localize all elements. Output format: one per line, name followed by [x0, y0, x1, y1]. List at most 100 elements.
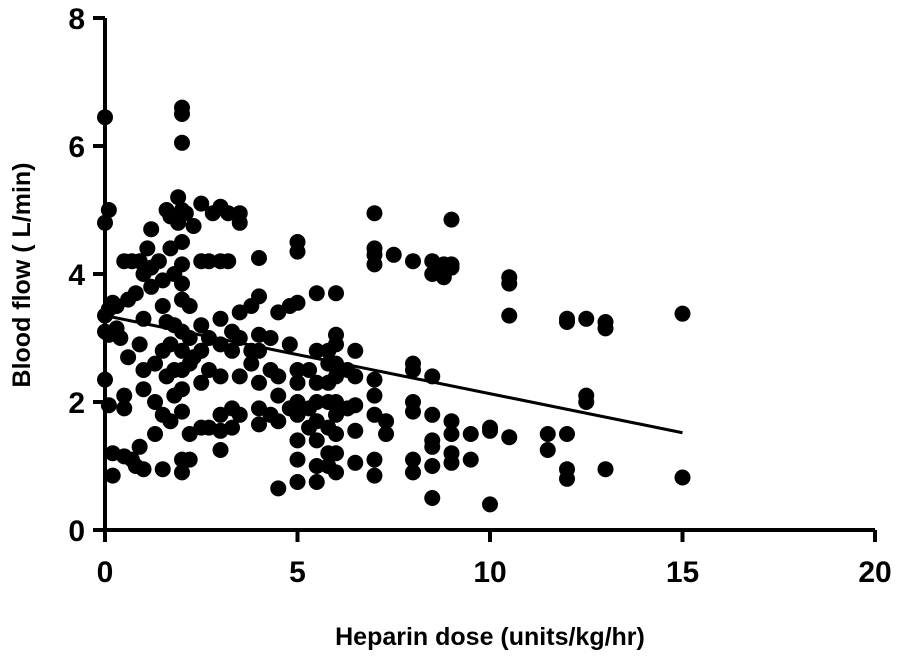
data-point — [501, 429, 518, 446]
data-point — [385, 246, 402, 263]
data-point — [597, 320, 614, 337]
data-point — [559, 470, 575, 487]
data-point — [177, 205, 194, 222]
data-point — [301, 362, 318, 378]
data-point — [289, 362, 306, 378]
data-point — [366, 451, 383, 468]
data-point — [482, 496, 498, 513]
data-point — [405, 464, 421, 481]
data-point — [405, 403, 421, 420]
trend-line — [104, 314, 683, 435]
y-axis-title: Blood flow ( L/min) — [8, 163, 36, 388]
data-point — [539, 426, 556, 442]
data-point — [170, 189, 187, 206]
data-point — [308, 342, 325, 359]
data-point — [366, 205, 383, 222]
data-point — [174, 234, 190, 250]
data-point — [174, 256, 190, 273]
data-point — [174, 464, 190, 481]
data-point — [308, 458, 325, 474]
data-point — [131, 438, 148, 455]
data-point — [181, 298, 198, 314]
data-point — [366, 387, 383, 404]
x-axis-title: Heparin dose (units/kg/hr) — [335, 623, 645, 651]
data-point — [147, 394, 164, 410]
data-point — [308, 374, 325, 391]
data-point — [539, 442, 556, 458]
data-point — [135, 381, 152, 398]
data-point — [308, 432, 325, 449]
data-point — [251, 288, 267, 305]
data-point — [174, 106, 190, 122]
data-point — [674, 305, 691, 322]
data-point — [366, 371, 383, 388]
data-point — [116, 387, 133, 404]
data-point — [578, 310, 595, 327]
data-point — [120, 349, 137, 366]
data-point — [243, 355, 260, 372]
data-point — [347, 454, 364, 471]
data-point — [347, 397, 364, 414]
data-point — [135, 461, 152, 478]
data-point — [289, 474, 306, 490]
data-point — [147, 355, 164, 372]
data-point — [270, 413, 287, 430]
data-point — [193, 342, 210, 359]
data-point — [328, 285, 344, 302]
data-point — [328, 464, 344, 481]
data-point — [378, 426, 395, 442]
data-point — [262, 330, 279, 346]
data-point — [366, 256, 383, 273]
data-point — [328, 426, 344, 442]
data-point — [289, 432, 306, 449]
data-point — [185, 218, 202, 234]
data-point — [224, 419, 241, 436]
data-point — [212, 442, 229, 458]
data-point — [143, 221, 160, 238]
data-point — [212, 310, 229, 327]
x-tick-label: 20 — [858, 556, 891, 589]
data-point — [366, 467, 383, 484]
data-point — [462, 426, 479, 442]
data-point — [289, 294, 306, 311]
y-tick-label: 2 — [68, 387, 85, 420]
y-axis-ticks: 0 2 4 6 8 — [68, 3, 105, 548]
data-point — [116, 400, 133, 417]
data-point — [251, 374, 267, 391]
data-point — [147, 426, 164, 442]
data-point — [193, 374, 210, 391]
data-point — [308, 474, 325, 490]
data-point — [212, 368, 229, 385]
data-point — [443, 454, 460, 471]
data-point — [281, 336, 298, 353]
data-point — [462, 451, 479, 468]
data-point — [270, 387, 287, 404]
data-point — [270, 480, 287, 497]
data-point — [231, 214, 248, 231]
data-point — [443, 259, 460, 276]
data-point — [308, 394, 325, 410]
data-point — [139, 240, 156, 257]
y-tick-label: 0 — [68, 515, 85, 548]
data-point — [443, 211, 460, 228]
data-point — [154, 461, 171, 478]
data-point — [501, 307, 518, 324]
data-point — [674, 469, 691, 486]
data-point — [220, 205, 237, 222]
x-tick-label: 5 — [289, 556, 306, 589]
x-tick-label: 15 — [666, 556, 699, 589]
data-point — [405, 362, 421, 378]
data-point — [112, 330, 129, 346]
y-tick-label: 6 — [68, 131, 85, 164]
data-point — [251, 250, 267, 266]
data-point — [174, 275, 190, 292]
data-point — [578, 394, 595, 410]
data-point — [378, 413, 395, 430]
data-point — [104, 467, 121, 484]
data-point — [193, 317, 210, 334]
data-point — [270, 368, 287, 385]
data-point — [347, 342, 364, 359]
y-tick-label: 4 — [68, 259, 85, 292]
data-point — [174, 381, 190, 398]
